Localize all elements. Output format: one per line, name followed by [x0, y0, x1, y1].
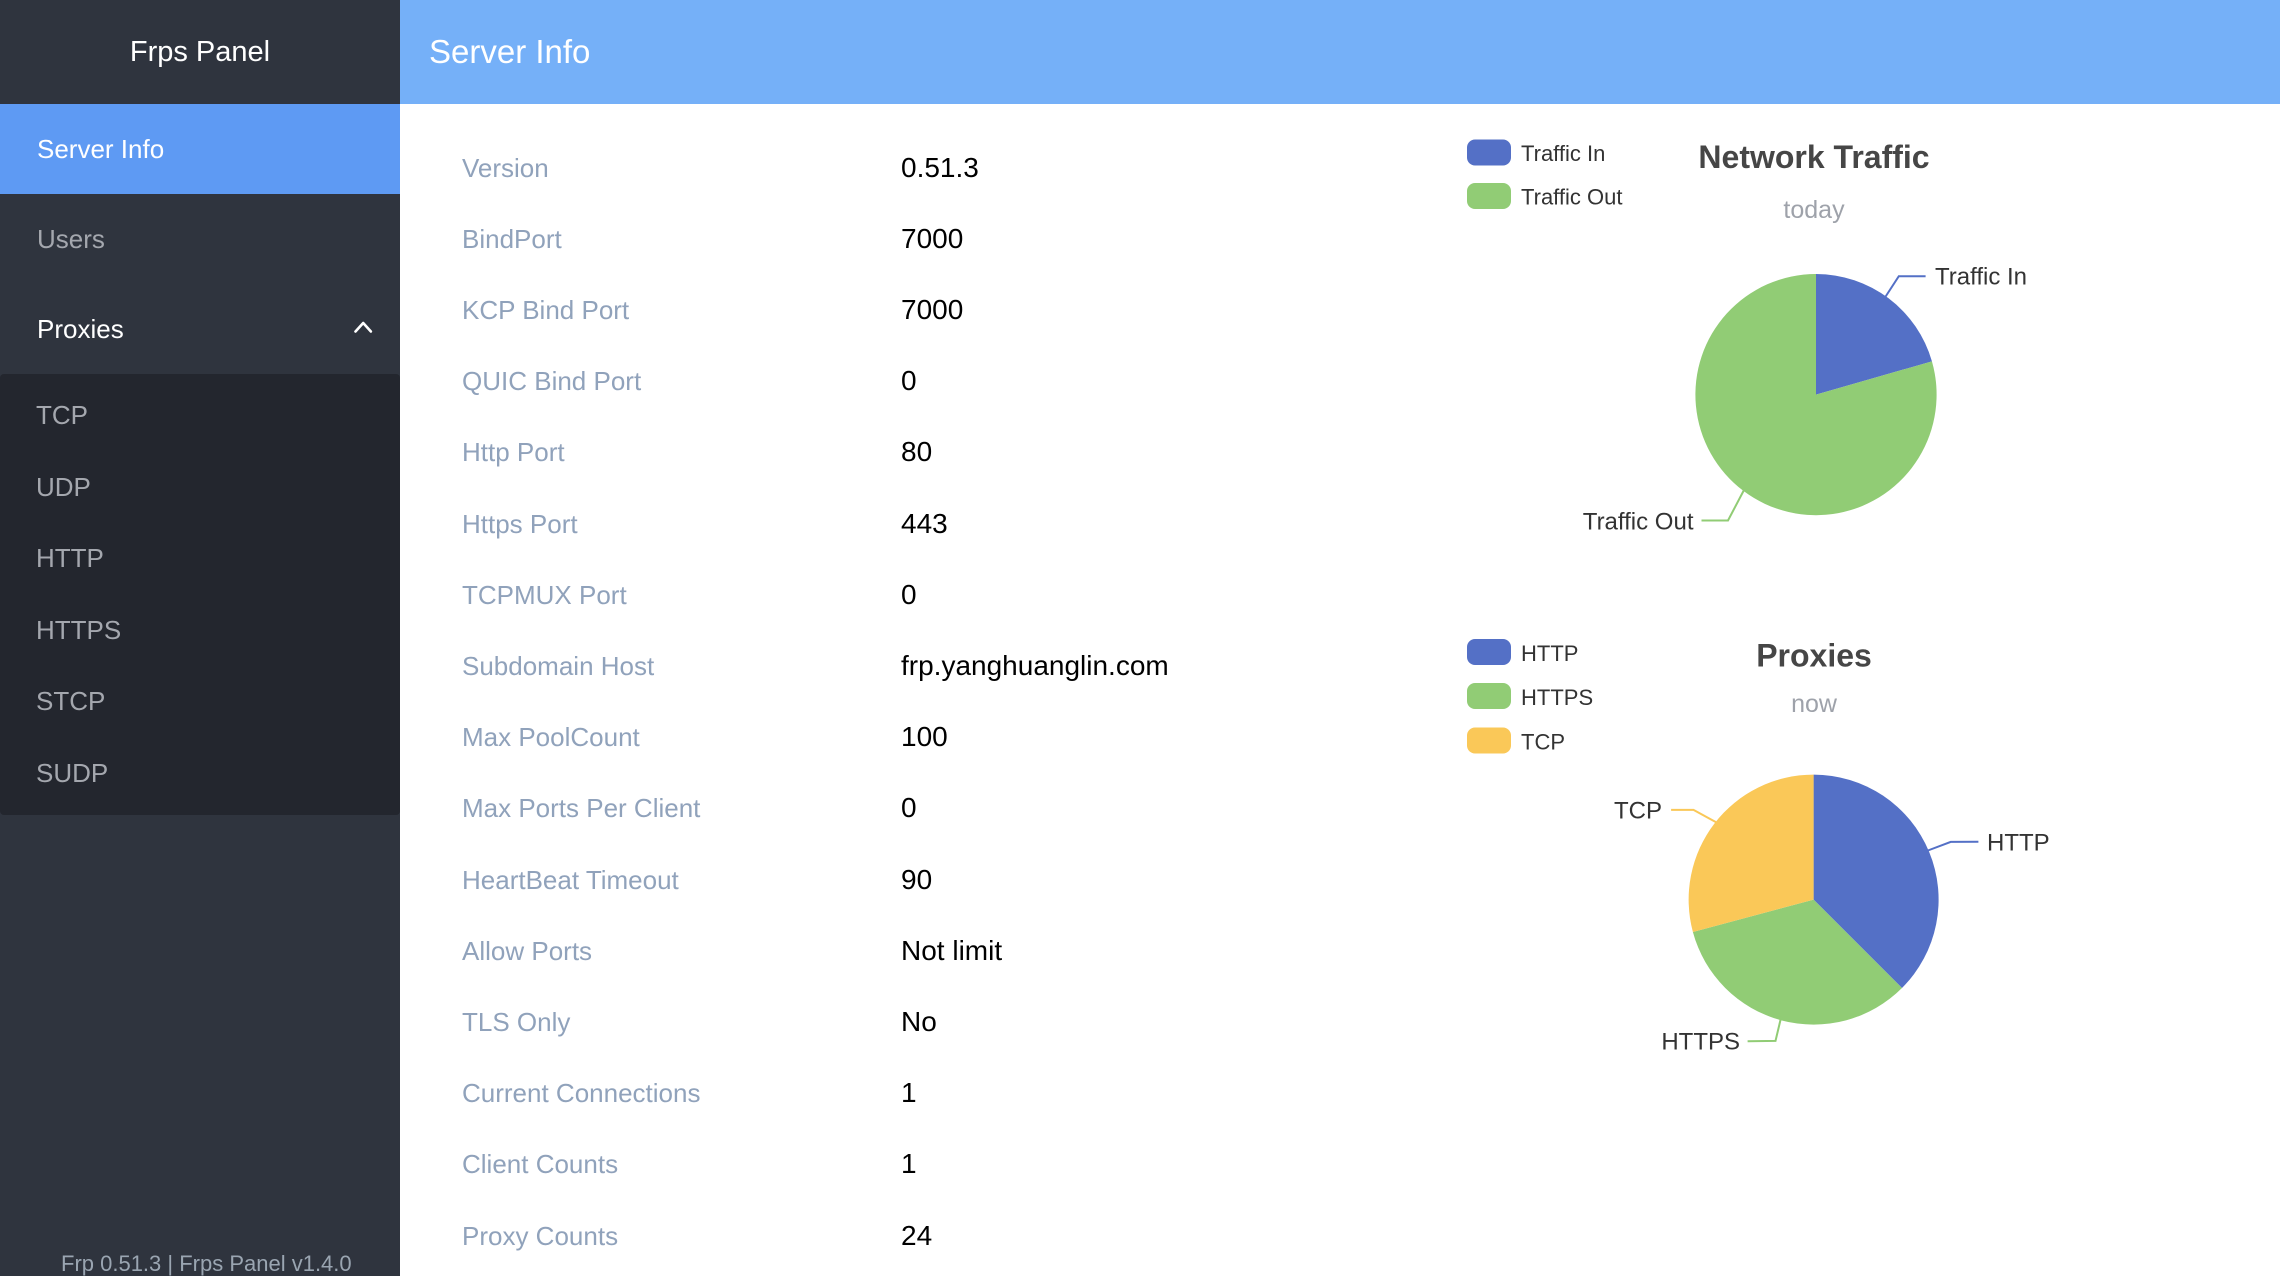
svg-text:Traffic In: Traffic In [1935, 263, 2027, 290]
svg-text:today: today [1783, 196, 1845, 224]
svg-text:now: now [1791, 690, 1838, 718]
svg-text:Proxies: Proxies [1756, 638, 1872, 674]
svg-text:TCP: TCP [1521, 730, 1565, 755]
svg-text:TCP: TCP [1614, 798, 1662, 825]
svg-text:Traffic Out: Traffic Out [1583, 509, 1694, 536]
svg-text:Traffic Out: Traffic Out [1521, 185, 1622, 210]
svg-text:HTTPS: HTTPS [1521, 685, 1593, 710]
svg-text:Traffic In: Traffic In [1521, 141, 1605, 166]
svg-text:Network Traffic: Network Traffic [1698, 139, 1929, 175]
svg-text:HTTP: HTTP [1521, 641, 1578, 666]
svg-text:HTTPS: HTTPS [1661, 1029, 1740, 1056]
svg-text:HTTP: HTTP [1987, 829, 2050, 856]
